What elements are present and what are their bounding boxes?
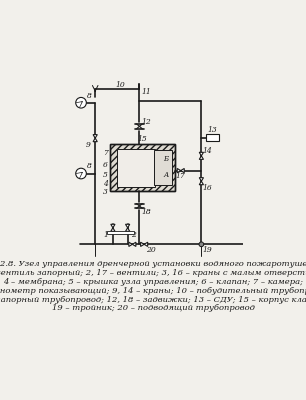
Text: 3: 3 xyxy=(103,188,108,196)
Text: 16: 16 xyxy=(202,184,212,192)
Text: Б: Б xyxy=(163,155,169,163)
Bar xyxy=(117,149,155,186)
Text: 12: 12 xyxy=(142,118,151,126)
Text: 15: 15 xyxy=(137,135,147,143)
Text: 8 – манометр показывающий; 9, 14 – краны; 10 – побудительный трубопровод;: 8 – манометр показывающий; 9, 14 – краны… xyxy=(0,287,306,295)
Polygon shape xyxy=(132,242,136,246)
Text: 2: 2 xyxy=(131,231,136,239)
Text: 7: 7 xyxy=(103,149,108,157)
Text: 14: 14 xyxy=(202,147,212,155)
Text: 13: 13 xyxy=(208,126,218,134)
Polygon shape xyxy=(199,152,203,156)
Text: 20: 20 xyxy=(146,246,156,254)
Polygon shape xyxy=(93,138,97,142)
Polygon shape xyxy=(199,156,203,159)
Text: 11: 11 xyxy=(142,88,151,96)
Text: 1 – вентиль запорный; 2, 17 – вентили; 3, 16 – краны с малым отверстием;: 1 – вентиль запорный; 2, 17 – вентили; 3… xyxy=(0,269,306,277)
Polygon shape xyxy=(144,242,148,246)
Text: 18: 18 xyxy=(142,208,151,216)
Text: 10: 10 xyxy=(115,81,125,89)
Polygon shape xyxy=(199,181,203,185)
Circle shape xyxy=(199,242,204,247)
Text: 1: 1 xyxy=(103,231,108,239)
Polygon shape xyxy=(129,242,132,246)
Text: 17: 17 xyxy=(176,172,186,180)
Text: 19 – тройник; 20 – подводящий трубопровод: 19 – тройник; 20 – подводящий трубопрово… xyxy=(52,304,254,312)
Text: 4: 4 xyxy=(103,180,108,188)
Circle shape xyxy=(76,98,86,108)
Polygon shape xyxy=(125,228,130,231)
Text: 19: 19 xyxy=(202,246,212,254)
Text: А: А xyxy=(163,171,169,179)
Bar xyxy=(154,150,172,185)
Bar xyxy=(110,144,175,191)
Bar xyxy=(206,134,219,141)
Text: 8: 8 xyxy=(87,162,92,170)
Polygon shape xyxy=(199,178,203,181)
Text: 9: 9 xyxy=(86,141,91,149)
Text: 5: 5 xyxy=(103,171,108,179)
Text: 8: 8 xyxy=(87,92,92,100)
Text: 6: 6 xyxy=(103,161,108,169)
Bar xyxy=(107,231,133,234)
Polygon shape xyxy=(141,242,144,246)
Polygon shape xyxy=(111,224,115,228)
Polygon shape xyxy=(111,228,115,231)
Polygon shape xyxy=(177,168,181,173)
Bar xyxy=(110,144,175,191)
Polygon shape xyxy=(181,168,184,173)
Polygon shape xyxy=(93,135,97,138)
Polygon shape xyxy=(125,224,130,228)
Text: 4 – мембрана; 5 – крышка узла управления; 6 – клапан; 7 – камера;: 4 – мембрана; 5 – крышка узла управления… xyxy=(3,278,303,286)
Circle shape xyxy=(76,168,86,179)
Text: Рис. 2.8. Узел управления дренчерной установки водяного пожаротушения:: Рис. 2.8. Узел управления дренчерной уст… xyxy=(0,260,306,268)
Text: 11 – напорный трубопровод; 12, 18 – задвижки; 13 – СДУ; 15 – корпус клапана;: 11 – напорный трубопровод; 12, 18 – задв… xyxy=(0,296,306,304)
